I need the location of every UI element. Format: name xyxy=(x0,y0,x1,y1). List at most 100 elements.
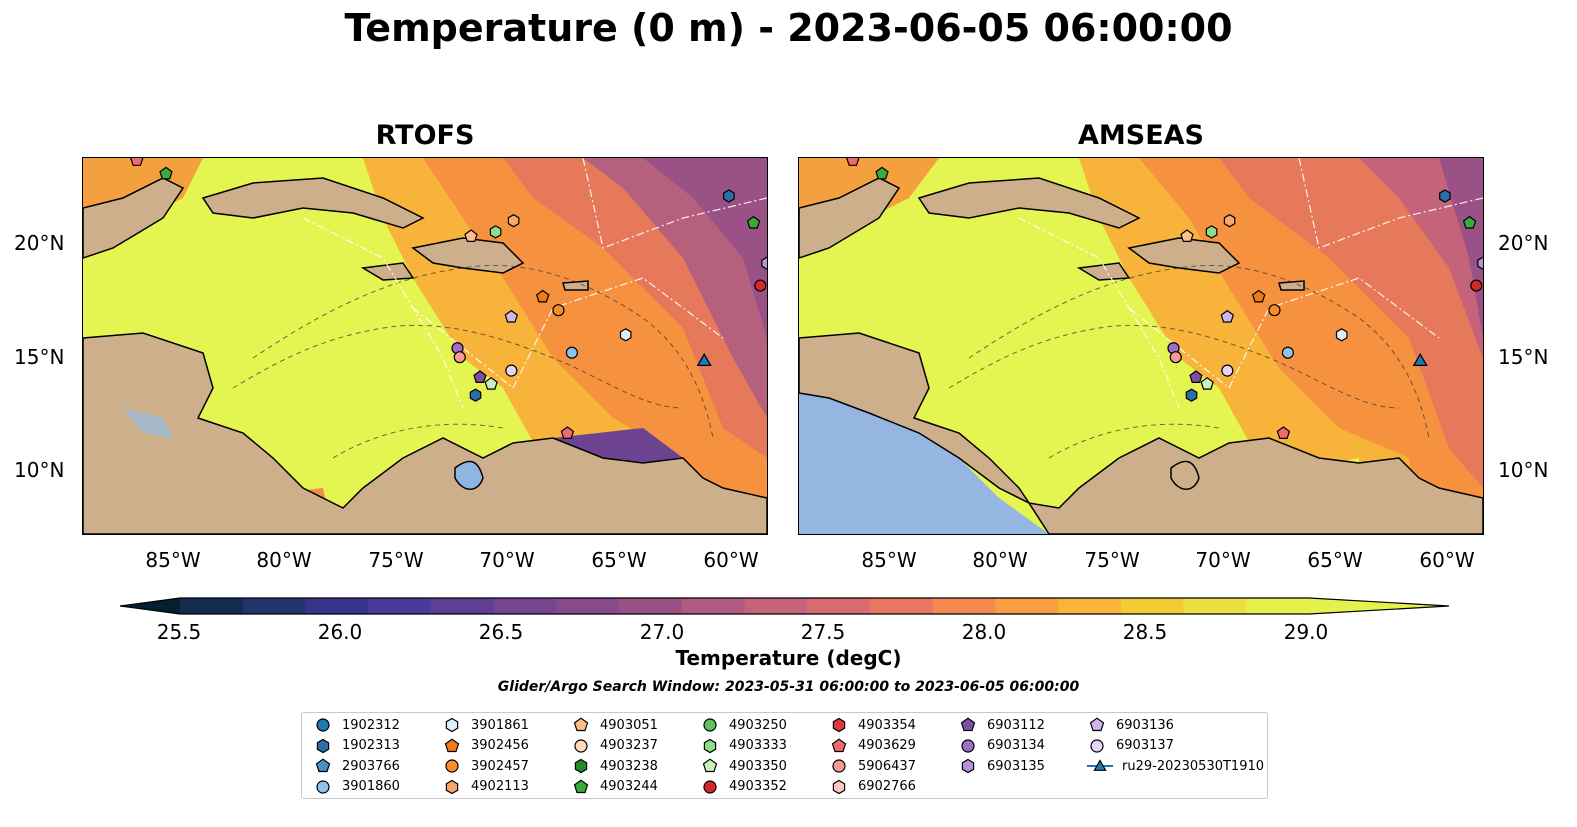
legend-marker-icon xyxy=(1089,717,1105,732)
map-marker-3901860-amseas xyxy=(1281,346,1294,359)
legend-item: 4902113 xyxy=(441,777,529,797)
legend-item: 3901861 xyxy=(441,715,529,735)
legend-item: 4903051 xyxy=(570,715,658,735)
legend-item: 1902313 xyxy=(312,736,400,756)
legend-marker-icon xyxy=(702,758,718,773)
colorbar-tick-28-0: 28.0 xyxy=(961,620,1007,644)
colorbar-swatch xyxy=(619,598,683,614)
legend-label: 3901861 xyxy=(471,717,529,733)
amseas-map-panel xyxy=(798,157,1484,535)
legend-item: 2903766 xyxy=(312,756,400,776)
legend-marker-icon xyxy=(445,779,459,794)
legend-label: 4903354 xyxy=(858,717,916,733)
legend-marker-icon xyxy=(832,717,846,733)
lon-label-60w-right: 60°W xyxy=(1419,548,1475,572)
colorbar-tick-26-5: 26.5 xyxy=(478,620,524,644)
legend-label: 6903112 xyxy=(987,717,1045,733)
colorbar-swatch xyxy=(242,598,306,614)
map-marker-ru29-20230530T1910-rtofs xyxy=(696,353,712,366)
legend-marker-icon xyxy=(961,738,975,753)
legend-marker-icon xyxy=(574,758,588,774)
map-marker-1902313-rtofs xyxy=(469,388,482,402)
lon-label-75w-right: 75°W xyxy=(1084,548,1140,572)
map-marker-4903244-amseas xyxy=(1462,215,1477,229)
colorbar-tick-29-0: 29.0 xyxy=(1283,620,1329,644)
legend-marker-icon xyxy=(832,759,846,773)
legend-item: 6903134 xyxy=(957,736,1045,756)
map-marker-3901860-rtofs xyxy=(565,346,578,359)
map-marker-4902113-rtofs xyxy=(507,214,520,228)
figure-title: Temperature (0 m) - 2023-06-05 06:00:00 xyxy=(344,6,1233,50)
colorbar-tick-27-0: 27.0 xyxy=(639,620,685,644)
map-marker-6903137-amseas xyxy=(1221,364,1234,377)
legend-label: 4903238 xyxy=(600,758,658,774)
legend-label: 4903352 xyxy=(729,779,787,794)
legend-label: 4903250 xyxy=(729,717,787,733)
colorbar-swatch xyxy=(869,598,934,614)
legend-marker-icon xyxy=(703,779,717,794)
map-marker-ru29-20230530T1910-amseas xyxy=(1412,353,1428,366)
rtofs-markers xyxy=(130,158,767,439)
map-marker-4903352-rtofs xyxy=(754,279,767,292)
legend-label: 6903135 xyxy=(987,758,1045,774)
legend-item: 6903136 xyxy=(1086,715,1174,735)
colorbar-tick-28-5: 28.5 xyxy=(1122,620,1168,644)
colorbar-swatch xyxy=(368,598,432,614)
colorbar-swatch xyxy=(681,598,746,614)
legend-marker-icon xyxy=(445,717,459,733)
lon-label-65w-left: 65°W xyxy=(591,548,647,572)
map-marker-1902313-amseas xyxy=(1439,189,1451,203)
legend-marker-icon xyxy=(316,738,330,753)
colorbar-swatch xyxy=(807,598,871,614)
colorbar-swatch xyxy=(493,598,557,614)
panel-title-amseas: AMSEAS xyxy=(1078,120,1204,151)
legend-item: ru29-20230530T1910 xyxy=(1086,756,1264,776)
legend-marker-icon xyxy=(961,758,975,774)
legend-item: 3902456 xyxy=(441,736,529,756)
map-marker-3901861-rtofs xyxy=(619,328,632,342)
lon-label-80w-right: 80°W xyxy=(972,548,1028,572)
map-marker-6903137-rtofs xyxy=(505,364,518,377)
map-marker-4903629-rtofs xyxy=(130,158,144,166)
legend-marker-icon xyxy=(703,738,717,753)
map-marker-3901861-amseas xyxy=(1335,328,1348,342)
colorbar-swatch xyxy=(1183,598,1247,614)
legend-marker-icon xyxy=(574,738,588,753)
legend-marker-icon xyxy=(573,717,589,732)
legend-marker-icon xyxy=(445,759,459,773)
legend-marker-icon xyxy=(315,758,331,773)
colorbar-tick-27-5: 27.5 xyxy=(800,620,846,644)
legend-item: 4903333 xyxy=(699,736,787,756)
map-marker-4903333-amseas xyxy=(1205,225,1218,239)
lat-label-10n-left: 10°N xyxy=(14,458,65,482)
legend-label: 3902456 xyxy=(471,738,529,753)
legend-item: 4903250 xyxy=(699,715,787,735)
map-marker-4903051-amseas xyxy=(1180,229,1194,243)
legend-label: 6903134 xyxy=(987,738,1045,753)
map-marker-3902456-amseas xyxy=(1251,289,1266,303)
legend: 1902312 1902313 2903766 3901860 3901861 39024… xyxy=(301,712,1268,799)
colorbar-label: Temperature (degC) xyxy=(675,646,902,670)
lat-label-15n-right: 15°N xyxy=(1498,345,1549,369)
legend-item: 5906437 xyxy=(828,756,916,776)
map-marker-6903136-rtofs xyxy=(504,309,519,323)
lon-label-85w-left: 85°W xyxy=(145,548,201,572)
legend-marker-icon xyxy=(832,779,846,794)
colorbar-swatch xyxy=(430,598,495,614)
map-marker-6903136-amseas xyxy=(1220,309,1235,323)
lon-label-60w-left: 60°W xyxy=(703,548,759,572)
legend-item: 3901860 xyxy=(312,777,400,797)
colorbar-min-extend xyxy=(120,598,180,614)
lon-label-80w-left: 80°W xyxy=(256,548,312,572)
lon-label-70w-right: 70°W xyxy=(1195,548,1251,572)
legend-item: 4903244 xyxy=(570,777,658,797)
lon-label-75w-left: 75°W xyxy=(368,548,424,572)
amseas-markers xyxy=(846,158,1483,439)
legend-item: 4903352 xyxy=(699,777,787,797)
legend-item: 1902312 xyxy=(312,715,400,735)
lat-label-10n-right: 10°N xyxy=(1498,458,1549,482)
lon-label-85w-right: 85°W xyxy=(861,548,917,572)
colorbar-outline xyxy=(119,597,1450,615)
map-marker-1902313-rtofs xyxy=(723,189,735,203)
legend-item: 4903237 xyxy=(570,736,658,756)
